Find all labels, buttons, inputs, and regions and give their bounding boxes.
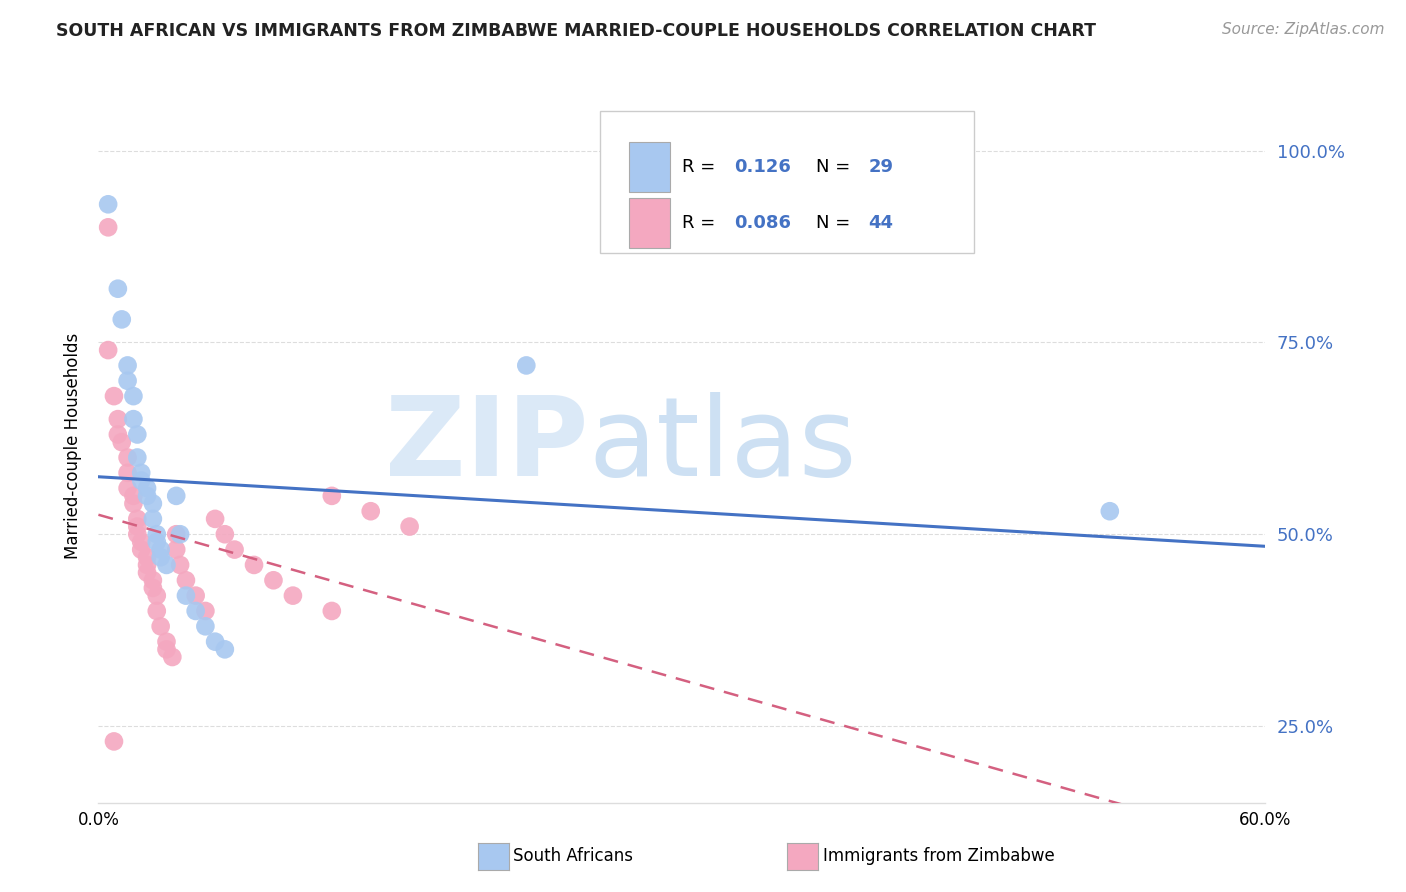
Point xyxy=(214,642,236,657)
Point xyxy=(146,527,169,541)
Point xyxy=(281,589,304,603)
Point xyxy=(262,574,284,588)
Point xyxy=(149,619,172,633)
Point xyxy=(127,512,149,526)
Text: R =: R = xyxy=(682,158,721,176)
Point xyxy=(146,589,169,603)
Point xyxy=(127,450,149,465)
Text: N =: N = xyxy=(815,158,856,176)
Point xyxy=(174,589,197,603)
Point xyxy=(155,558,177,572)
Point xyxy=(97,220,120,235)
Point xyxy=(122,497,145,511)
Point xyxy=(184,589,207,603)
Point xyxy=(214,527,236,541)
Point xyxy=(194,604,217,618)
Text: Source: ZipAtlas.com: Source: ZipAtlas.com xyxy=(1222,22,1385,37)
Point xyxy=(129,535,152,549)
FancyBboxPatch shape xyxy=(630,198,671,248)
Point xyxy=(122,489,145,503)
Point xyxy=(117,450,139,465)
Point xyxy=(103,389,125,403)
Point xyxy=(224,542,246,557)
Text: atlas: atlas xyxy=(589,392,858,500)
Text: South Africans: South Africans xyxy=(513,847,633,865)
Text: 0.126: 0.126 xyxy=(734,158,792,176)
FancyBboxPatch shape xyxy=(630,142,671,192)
Point xyxy=(117,466,139,480)
Point xyxy=(107,427,129,442)
Point xyxy=(117,481,139,495)
Point xyxy=(149,550,172,565)
Point xyxy=(136,558,159,572)
Point xyxy=(174,574,197,588)
Point xyxy=(194,619,217,633)
Point xyxy=(515,359,537,373)
Point xyxy=(127,519,149,533)
Point xyxy=(398,519,420,533)
Point xyxy=(136,550,159,565)
Point xyxy=(136,489,159,503)
Point xyxy=(111,435,134,450)
Text: R =: R = xyxy=(682,214,721,232)
Point xyxy=(97,343,120,357)
Point xyxy=(103,734,125,748)
Point xyxy=(146,535,169,549)
Point xyxy=(122,389,145,403)
Point xyxy=(204,634,226,648)
Y-axis label: Married-couple Households: Married-couple Households xyxy=(63,333,82,559)
Text: N =: N = xyxy=(815,214,856,232)
Point xyxy=(165,489,187,503)
Point xyxy=(155,634,177,648)
Text: ZIP: ZIP xyxy=(385,392,589,500)
Point xyxy=(107,282,129,296)
Text: 0.086: 0.086 xyxy=(734,214,792,232)
Point xyxy=(129,474,152,488)
Point xyxy=(184,604,207,618)
Point xyxy=(142,497,165,511)
Point xyxy=(136,566,159,580)
Point xyxy=(169,558,191,572)
Point xyxy=(162,650,184,665)
Point xyxy=(117,374,139,388)
Point xyxy=(127,527,149,541)
Text: SOUTH AFRICAN VS IMMIGRANTS FROM ZIMBABWE MARRIED-COUPLE HOUSEHOLDS CORRELATION : SOUTH AFRICAN VS IMMIGRANTS FROM ZIMBABW… xyxy=(56,22,1097,40)
Text: 29: 29 xyxy=(869,158,894,176)
Point xyxy=(165,527,187,541)
Text: 44: 44 xyxy=(869,214,894,232)
Point xyxy=(136,481,159,495)
Point xyxy=(204,512,226,526)
Point xyxy=(129,542,152,557)
Point xyxy=(111,312,134,326)
Point xyxy=(97,197,120,211)
Point xyxy=(117,359,139,373)
Point xyxy=(107,412,129,426)
Point xyxy=(142,512,165,526)
Point xyxy=(169,527,191,541)
Point xyxy=(321,489,343,503)
Point xyxy=(243,558,266,572)
Text: Immigrants from Zimbabwe: Immigrants from Zimbabwe xyxy=(823,847,1054,865)
Point xyxy=(142,581,165,595)
Point xyxy=(122,412,145,426)
Point xyxy=(142,574,165,588)
Point xyxy=(146,604,169,618)
Point xyxy=(155,642,177,657)
Point xyxy=(1098,504,1121,518)
Point xyxy=(360,504,382,518)
FancyBboxPatch shape xyxy=(600,111,973,253)
Point xyxy=(149,542,172,557)
Point xyxy=(165,542,187,557)
Point xyxy=(129,466,152,480)
Point xyxy=(321,604,343,618)
Point xyxy=(127,427,149,442)
